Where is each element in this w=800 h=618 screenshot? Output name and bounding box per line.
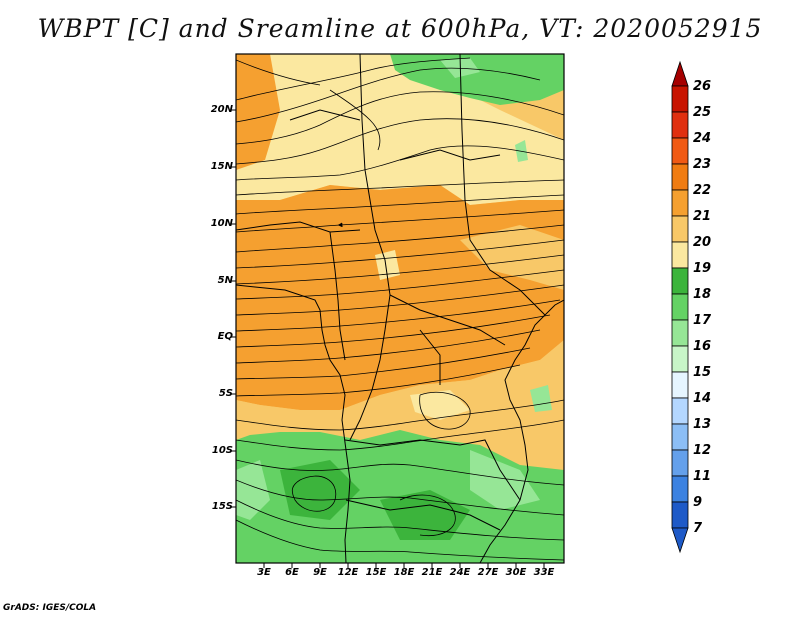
lon-tick-label: 21E <box>421 567 443 578</box>
colorbar-label: 23 <box>693 157 712 172</box>
colorbar-label: 7 <box>693 521 703 536</box>
colorbar-label: 21 <box>693 209 712 224</box>
lat-tick-label: 5N <box>217 275 233 286</box>
lat-tick-label: EQ <box>217 331 233 342</box>
lon-tick-label: 18E <box>393 567 415 578</box>
streamlines <box>236 57 564 561</box>
colorbar-label: 14 <box>693 391 712 406</box>
lat-tick-label: 15S <box>211 501 233 512</box>
map-frame <box>235 53 565 564</box>
lat-tick-label: 20N <box>210 104 233 115</box>
lon-tick-label: 30E <box>505 567 527 578</box>
lon-tick-label: 3E <box>257 567 271 578</box>
colorbar-cell <box>671 189 689 217</box>
credit-text: GrADS: IGES/COLA <box>3 603 97 613</box>
lon-tick-label: 33E <box>533 567 555 578</box>
colorbar-bottom-arrow <box>671 527 689 554</box>
map-title: WBPT [C] and Sreamline at 600hPa, VT: 20… <box>37 14 763 43</box>
colorbar-cell <box>671 85 689 113</box>
colorbar-label: 13 <box>693 417 712 432</box>
colorbar-label: 11 <box>693 469 712 484</box>
colorbar <box>671 60 689 554</box>
colorbar-cell <box>671 267 689 295</box>
colorbar-cell <box>671 241 689 269</box>
colorbar-cell <box>671 397 689 425</box>
colorbar-cell <box>671 423 689 451</box>
colorbar-label: 12 <box>693 443 712 458</box>
lat-tick-label: 5S <box>218 388 233 399</box>
colorbar-cell <box>671 475 689 503</box>
colorbar-cell <box>671 163 689 191</box>
colorbar-cell <box>671 501 689 529</box>
colorbar-label: 18 <box>693 287 712 302</box>
colorbar-cell <box>671 137 689 165</box>
borders <box>236 54 564 563</box>
colorbar-label: 17 <box>693 313 712 328</box>
lon-tick-label: 24E <box>449 567 471 578</box>
lon-tick-label: 9E <box>313 567 327 578</box>
lat-tick-label: 15N <box>210 161 233 172</box>
colorbar-label: 26 <box>693 79 712 94</box>
colorbar-label: 15 <box>693 365 712 380</box>
colorbar-label: 20 <box>693 235 712 250</box>
lon-tick-label: 15E <box>365 567 387 578</box>
colorbar-top-arrow <box>671 60 689 87</box>
colorbar-cell <box>671 345 689 373</box>
colorbar-cell <box>671 449 689 477</box>
colorbar-label: 25 <box>693 105 712 120</box>
lat-tick-label: 10N <box>210 218 233 229</box>
lon-tick-label: 6E <box>285 567 299 578</box>
colorbar-label: 16 <box>693 339 712 354</box>
colorbar-label: 22 <box>693 183 712 198</box>
colorbar-cell <box>671 215 689 243</box>
colorbar-cell <box>671 371 689 399</box>
lon-tick-label: 12E <box>337 567 359 578</box>
colorbar-cell <box>671 293 689 321</box>
wbpt-field <box>236 54 564 563</box>
tick-marks <box>231 109 545 568</box>
lon-tick-label: 27E <box>477 567 499 578</box>
colorbar-label: 24 <box>693 131 712 146</box>
colorbar-cell <box>671 111 689 139</box>
colorbar-cell <box>671 319 689 347</box>
colorbar-label: 9 <box>693 495 703 510</box>
colorbar-label: 19 <box>693 261 712 276</box>
lat-tick-label: 10S <box>211 445 233 456</box>
